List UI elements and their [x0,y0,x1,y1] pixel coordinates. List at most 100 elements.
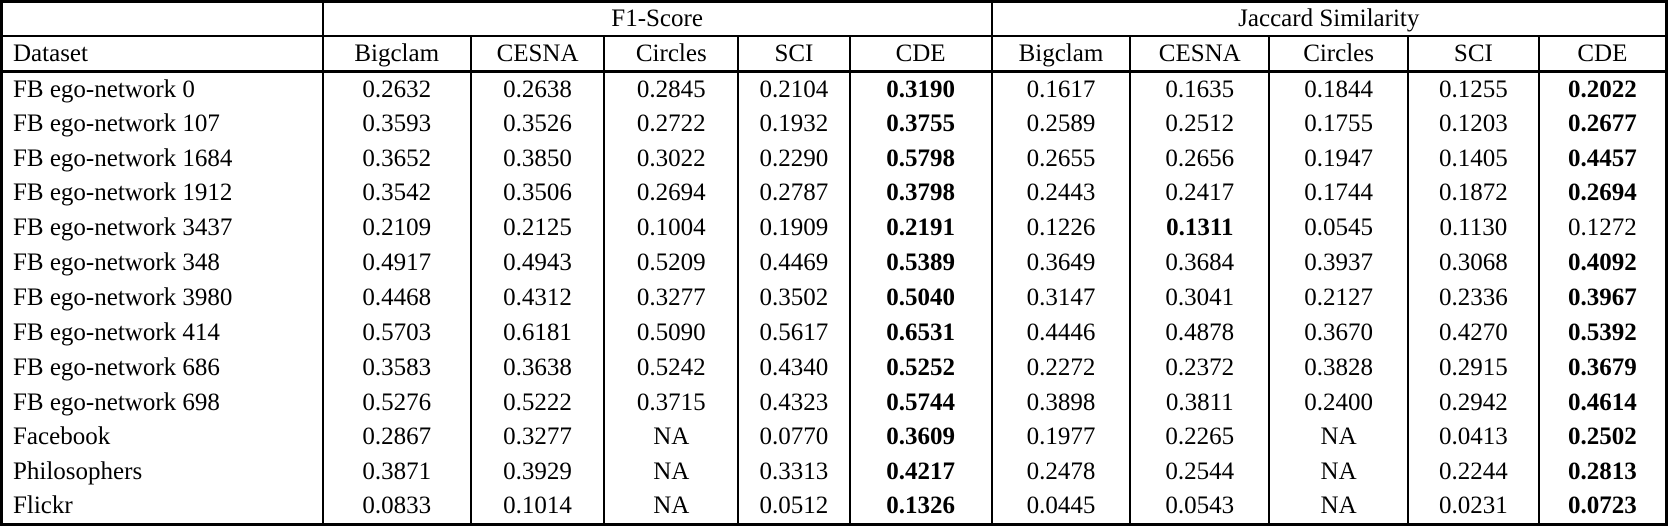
value-cell: 0.3898 [990,385,1132,420]
value-cell: 0.2694 [1537,176,1668,211]
value-cell: 0.3526 [469,106,606,142]
value-cell: 0.1872 [1407,176,1540,211]
value-cell: 0.2244 [1407,454,1540,490]
value-cell: 0.3277 [469,419,606,455]
value-cell: 0.2638 [469,71,606,107]
value-cell: 0.4446 [990,315,1132,351]
value-cell: 0.4270 [1407,315,1540,351]
value-cell: 0.3649 [990,245,1132,281]
value-cell: 0.1744 [1268,176,1410,211]
value-cell: 0.5703 [321,315,472,351]
value-cell: 0.3828 [1268,350,1410,386]
value-cell: 0.1909 [737,210,851,246]
value-cell: 0.0231 [1407,489,1540,525]
value-cell: 0.5252 [848,350,993,386]
value-cell: 0.2443 [990,176,1132,211]
value-cell: 0.1255 [1407,71,1540,107]
value-cell: 0.2336 [1407,280,1540,316]
value-cell: 0.2265 [1129,419,1271,455]
value-cell: 0.1932 [737,106,851,142]
value-cell: 0.5798 [848,141,993,177]
value-cell: 0.2022 [1537,71,1668,107]
value-cell: 0.2845 [603,71,740,107]
value-cell: 0.1226 [990,210,1132,246]
value-cell: 0.0543 [1129,489,1271,525]
group-header-f1-score: F1-Score [321,1,993,37]
value-cell: 0.5276 [321,385,472,420]
value-cell: 0.1014 [469,489,606,525]
value-cell: 0.2502 [1537,419,1668,455]
value-cell: 0.1272 [1537,210,1668,246]
column-header-dataset: Dataset [0,36,324,73]
value-cell: 0.3502 [737,280,851,316]
value-cell: 0.1635 [1129,71,1271,107]
column-header-f1-sci: SCI [737,36,851,73]
column-header-jaccard-cde: CDE [1537,36,1668,73]
value-cell: 0.1844 [1268,71,1410,107]
value-cell: 0.2400 [1268,385,1410,420]
value-cell: 0.4469 [737,245,851,281]
table-row: FB ego-network 698 0.5276 0.5222 0.3715 0.43… [0,385,1668,420]
value-cell: 0.2655 [990,141,1132,177]
value-cell: 0.1326 [848,489,993,525]
value-cell: 0.1617 [990,71,1132,107]
table-row: Facebook 0.2867 0.3277 NA 0.0770 0.3609 0.1977… [0,419,1668,455]
table-row: FB ego-network 0 0.2632 0.2638 0.2845 0.2104… [0,71,1668,107]
column-header-f1-cesna: CESNA [469,36,606,73]
value-cell: 0.4614 [1537,385,1668,420]
value-cell: NA [1268,454,1410,490]
value-cell: 0.3313 [737,454,851,490]
value-cell: 0.3022 [603,141,740,177]
column-header-jaccard-circles: Circles [1268,36,1410,73]
value-cell: 0.4092 [1537,245,1668,281]
value-cell: 0.2109 [321,210,472,246]
value-cell: NA [1268,489,1410,525]
value-cell: 0.1130 [1407,210,1540,246]
value-cell: 0.6531 [848,315,993,351]
table-row: FB ego-network 107 0.3593 0.3526 0.2722 0.19… [0,106,1668,142]
table-row: FB ego-network 686 0.3583 0.3638 0.5242 0.43… [0,350,1668,386]
value-cell: 0.5389 [848,245,993,281]
value-cell: 0.3593 [321,106,472,142]
value-cell: 0.2191 [848,210,993,246]
value-cell: 0.4323 [737,385,851,420]
table-row: Philosophers 0.3871 0.3929 NA 0.3313 0.4217 0.… [0,454,1668,490]
dataset-cell: FB ego-network 107 [0,106,324,142]
value-cell: 0.3871 [321,454,472,490]
group-header-empty [0,1,324,37]
value-cell: 0.4457 [1537,141,1668,177]
value-cell: 0.0512 [737,489,851,525]
value-cell: 0.1977 [990,419,1132,455]
value-cell: 0.2787 [737,176,851,211]
value-cell: 0.2104 [737,71,851,107]
value-cell: 0.2722 [603,106,740,142]
value-cell: 0.5040 [848,280,993,316]
value-cell: 0.2632 [321,71,472,107]
value-cell: 0.1004 [603,210,740,246]
value-cell: 0.2942 [1407,385,1540,420]
value-cell: 0.5090 [603,315,740,351]
column-header-f1-bigclam: Bigclam [321,36,472,73]
column-header-f1-circles: Circles [603,36,740,73]
value-cell: 0.2125 [469,210,606,246]
value-cell: 0.0723 [1537,489,1668,525]
column-header-jaccard-sci: SCI [1407,36,1540,73]
value-cell: 0.4217 [848,454,993,490]
table-row: FB ego-network 1684 0.3652 0.3850 0.3022 0.2… [0,141,1668,177]
column-header-jaccard-cesna: CESNA [1129,36,1271,73]
value-cell: 0.2290 [737,141,851,177]
value-cell: 0.4340 [737,350,851,386]
value-cell: 0.3638 [469,350,606,386]
value-cell: 0.2867 [321,419,472,455]
value-cell: 0.3929 [469,454,606,490]
value-cell: 0.4878 [1129,315,1271,351]
dataset-cell: FB ego-network 348 [0,245,324,281]
value-cell: 0.3542 [321,176,472,211]
group-header-row: F1-Score Jaccard Similarity [0,1,1668,37]
value-cell: 0.3850 [469,141,606,177]
value-cell: 0.4943 [469,245,606,281]
dataset-cell: FB ego-network 0 [0,71,324,107]
value-cell: 0.2694 [603,176,740,211]
group-header-jaccard-similarity: Jaccard Similarity [990,1,1668,37]
